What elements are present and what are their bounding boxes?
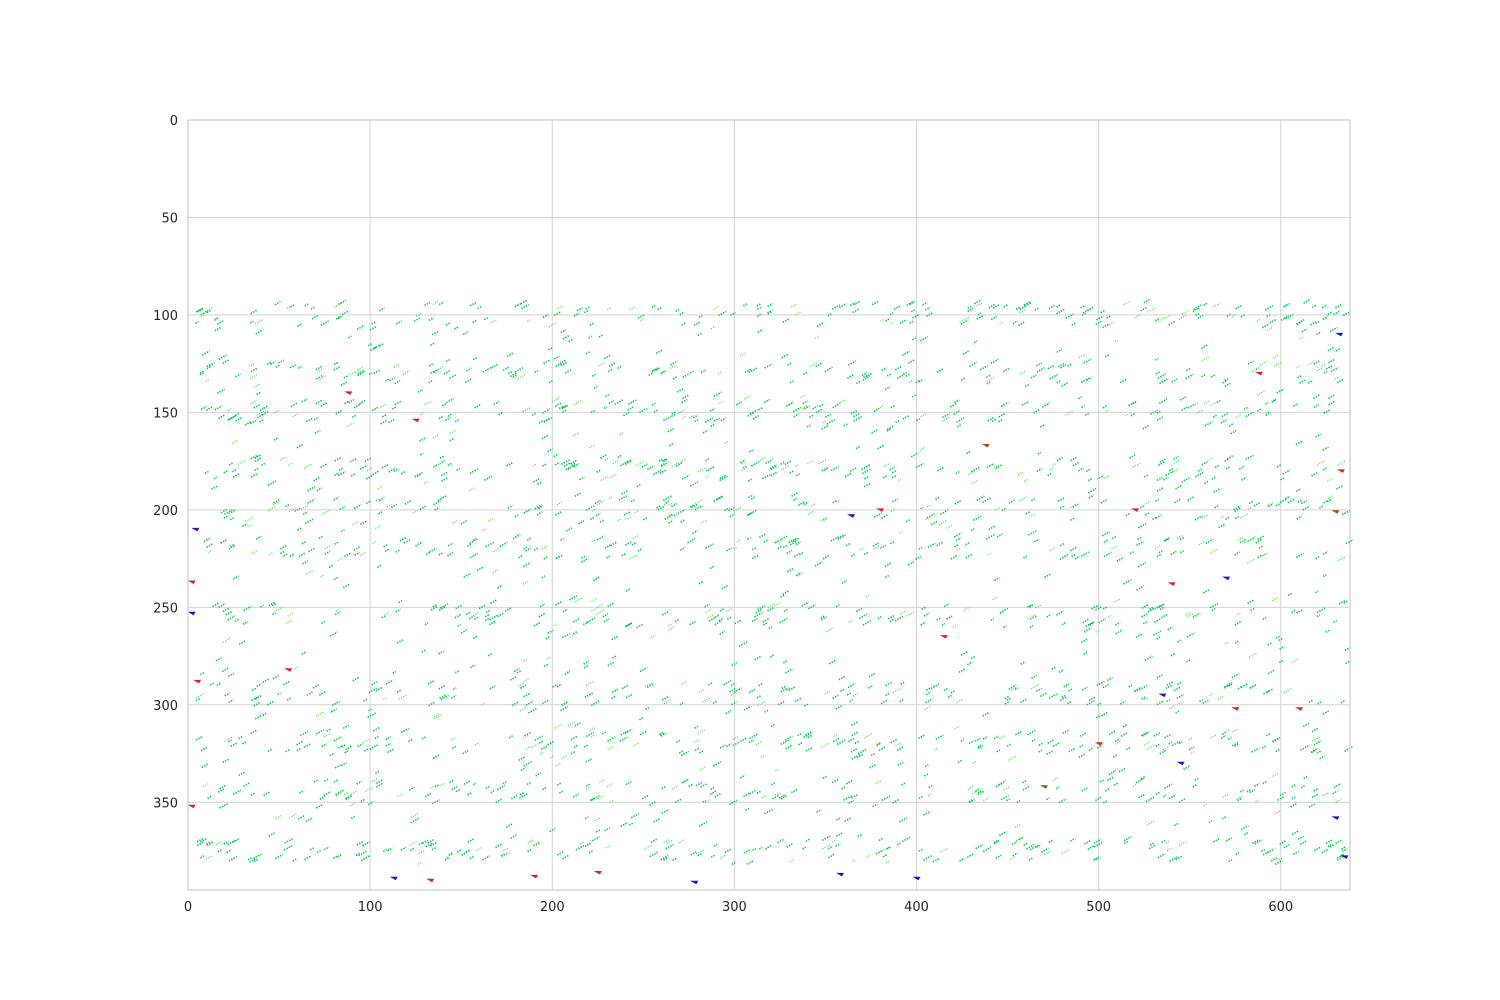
highlight-point (530, 874, 539, 879)
highlight-point (939, 635, 948, 639)
highlight-point (1167, 582, 1176, 586)
highlight-point (981, 444, 990, 448)
x-tick-label: 600 (1268, 900, 1293, 915)
highlight-point (690, 880, 699, 885)
highlight-point (912, 876, 921, 881)
streak-marks-dominant (195, 298, 1354, 866)
highlight-point (1331, 816, 1340, 820)
data-points (195, 298, 1354, 866)
highlight-point (411, 418, 420, 423)
highlight-point (193, 679, 202, 684)
highlight-point (1094, 742, 1103, 746)
highlight-point (1131, 508, 1140, 512)
y-tick-labels: 0 50 100 150 200 250 300 350 (153, 114, 178, 811)
x-tick-label: 300 (722, 900, 747, 915)
highlight-point (593, 871, 602, 875)
highlight-point (876, 508, 885, 512)
highlight-point (1158, 693, 1167, 698)
highlight-point (836, 872, 844, 877)
x-tick-label: 200 (540, 900, 565, 915)
y-tick-label: 0 (170, 114, 178, 129)
highlight-point (1340, 855, 1349, 859)
x-tick-label: 500 (1086, 900, 1111, 915)
highlight-point (1336, 469, 1345, 473)
highlight-point (187, 580, 196, 584)
x-tick-label: 0 (184, 900, 192, 915)
streak-marks-light (195, 300, 1346, 865)
highlight-point (1222, 576, 1231, 581)
highlight-point (1176, 761, 1185, 766)
y-tick-label: 150 (153, 406, 178, 421)
highlight-point (847, 514, 855, 518)
highlight-point (344, 391, 353, 395)
highlight-point (389, 876, 398, 881)
highlight-point (187, 804, 196, 809)
highlight-point (187, 611, 196, 616)
y-tick-label: 300 (153, 699, 178, 714)
highlight-point (1040, 785, 1048, 789)
x-tick-label: 400 (904, 900, 929, 915)
highlight-point (426, 878, 435, 883)
y-tick-label: 250 (153, 601, 178, 616)
highlight-point (1331, 510, 1340, 514)
highlight-point (1254, 371, 1263, 376)
highlight-point (284, 668, 293, 672)
y-tick-label: 200 (153, 504, 178, 519)
y-tick-label: 350 (153, 796, 178, 811)
y-tick-label: 50 (161, 211, 178, 226)
x-tick-label: 100 (358, 900, 383, 915)
highlight-point (1231, 707, 1240, 711)
axes-frame (187, 119, 1351, 891)
highlight-points (187, 332, 1349, 885)
highlight-point (1295, 707, 1303, 711)
x-tick-labels: 0 100 200 300 400 500 600 (184, 900, 1293, 915)
highlight-point (191, 527, 200, 532)
y-tick-label: 100 (153, 309, 178, 324)
highlight-point (1335, 332, 1344, 337)
